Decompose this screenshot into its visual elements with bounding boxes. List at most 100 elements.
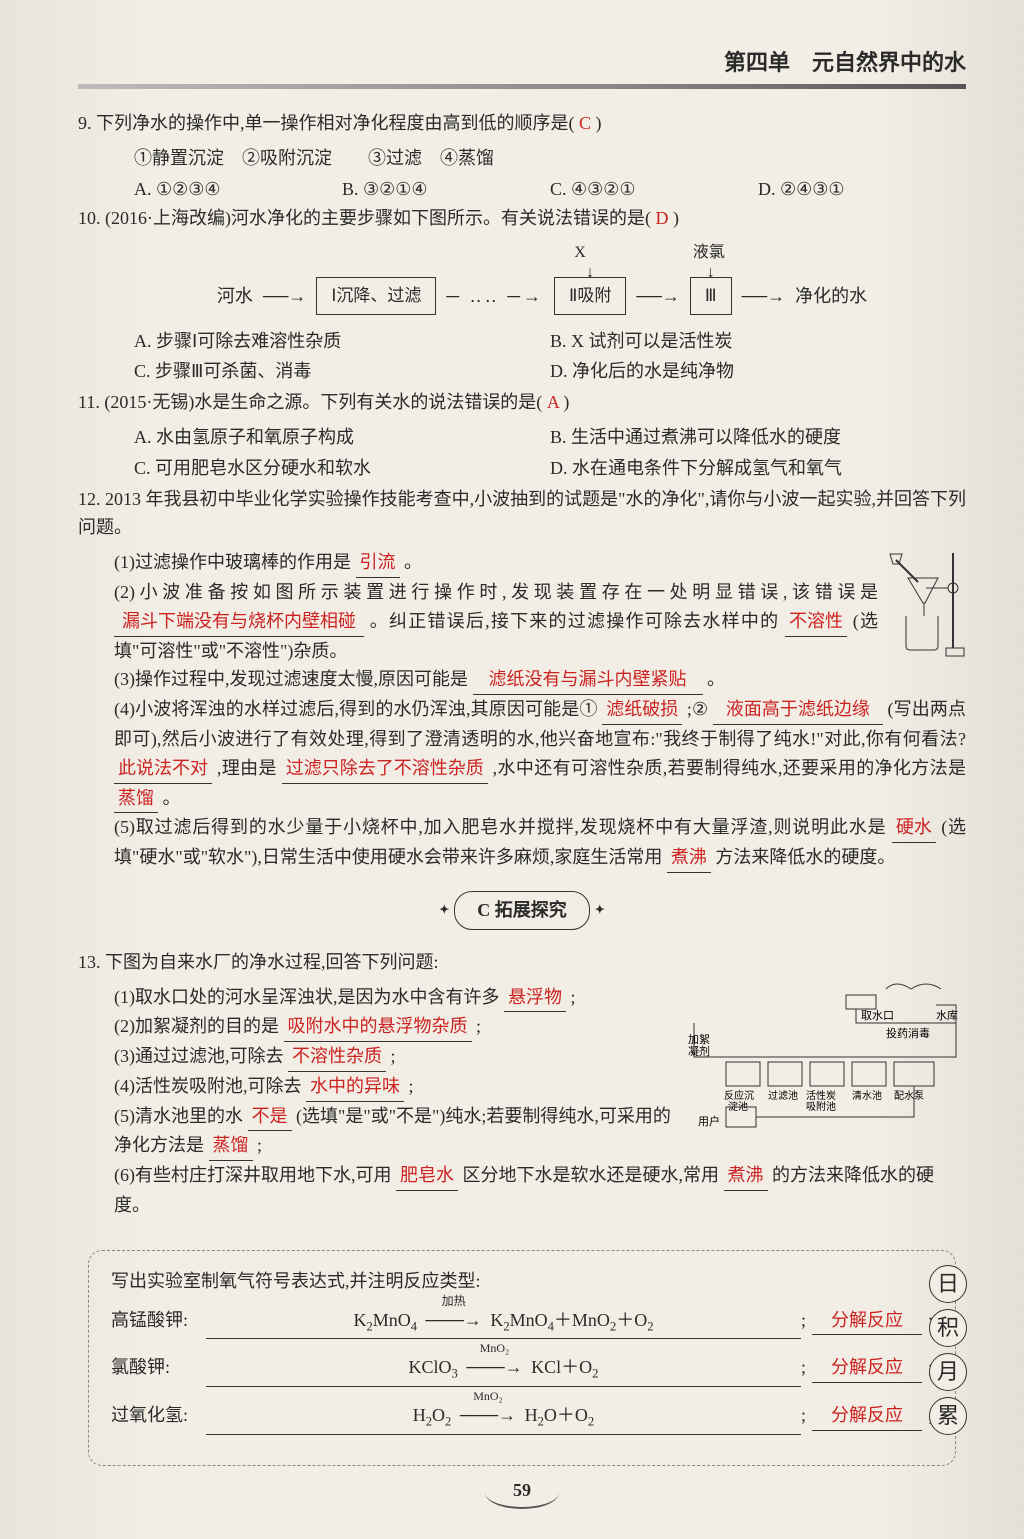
text: (6)有些村庄打深井取用地下水,可用 — [114, 1165, 392, 1185]
text: (3)通过过滤池,可除去 — [114, 1046, 284, 1066]
footer-summary-box: 日 积 月 累 写出实验室制氧气符号表达式,并注明反应类型: 高锰酸钾: K2M… — [88, 1250, 956, 1466]
flow-box-2: X ↓ Ⅱ吸附 — [554, 277, 626, 314]
equation-2: KClO3 MnO₂───→ KCl＋O2 — [206, 1353, 801, 1387]
q10-opt-d: D. 净化后的水是纯净物 — [550, 357, 966, 386]
q12-blank-2a: 漏斗下端没有与烧杯内壁相碰 — [114, 607, 364, 637]
q9-tail: ) — [596, 113, 602, 133]
equation-1: K2MnO4 加热───→ K2MnO4＋MnO2＋O2 — [206, 1306, 801, 1340]
section-label: C 拓展探究 — [454, 891, 590, 930]
down-arrow-icon: ↓ — [707, 260, 715, 286]
q11-stem: 11. (2015·无锡)水是生命之源。下列有关水的说法错误的是( — [78, 392, 542, 412]
q11-opt-d: D. 水在通电条件下分解成氢气和氧气 — [550, 454, 966, 483]
semi: ; — [801, 1353, 806, 1382]
text: (3)操作过程中,发现过滤速度太慢,原因可能是 — [114, 669, 468, 689]
q12-blank-1: 引流 — [356, 548, 400, 578]
q11-opt-b: B. 生活中通过煮沸可以降低水的硬度 — [550, 423, 966, 452]
reaction-type: 分解反应 — [812, 1353, 922, 1383]
page-number: 59 — [78, 1476, 966, 1509]
flow-box-3-text: Ⅲ — [705, 286, 717, 305]
footer-row-2: 氯酸钾: KClO3 MnO₂───→ KCl＋O2 ; 分解反应 ; — [111, 1353, 933, 1387]
q12-p3: (3)操作过程中,发现过滤速度太慢,原因可能是 滤纸没有与漏斗内壁紧贴 。 — [114, 665, 966, 695]
condition: 加热 — [422, 1292, 486, 1311]
q13-blank-4: 水中的异味 — [306, 1072, 404, 1102]
q12-blank-5a: 硬水 — [892, 813, 936, 843]
flow-out: 净化的水 — [795, 282, 867, 311]
question-10: 10. (2016·上海改编)河水净化的主要步骤如下图所示。有关说法错误的是( … — [78, 204, 966, 233]
q11-opt-a: A. 水由氢原子和氧原子构成 — [134, 423, 550, 452]
condition: MnO₂ — [462, 1339, 526, 1358]
q9-opt-c: C. ④③②① — [550, 175, 758, 204]
svg-text:水库: 水库 — [936, 1009, 958, 1022]
text: 区分地下水是软水还是硬水,常用 — [463, 1165, 720, 1185]
q11-options: A. 水由氢原子和氧原子构成 B. 生活中通过煮沸可以降低水的硬度 C. 可用肥… — [78, 423, 966, 485]
q13-blank-3: 不溶性杂质 — [288, 1042, 386, 1072]
section-c-badge: C 拓展探究 — [78, 891, 966, 930]
condition: MnO₂ — [456, 1387, 520, 1406]
semi: ; — [801, 1401, 806, 1430]
flow-box-1: Ⅰ沉降、过滤 — [316, 277, 436, 314]
question-9: 9. 下列净水的操作中,单一操作相对净化程度由高到低的顺序是( C ) — [78, 109, 966, 138]
q12-body: (1)过滤操作中玻璃棒的作用是 引流 。 (2)小波准备按如图所示装置进行操作时… — [78, 548, 966, 873]
question-13: 13. 下图为自来水厂的净水过程,回答下列问题: — [78, 948, 966, 977]
svg-text:用户: 用户 — [698, 1114, 720, 1128]
q11-opt-c: C. 可用肥皂水区分硬水和软水 — [134, 454, 550, 483]
reagent-label: 氯酸钾: — [111, 1353, 206, 1382]
text: 。纠正错误后,接下来的过滤操作可除去水样中的 — [370, 611, 780, 631]
motto-char: 日 — [929, 1265, 967, 1303]
text: (5)清水池里的水 — [114, 1106, 243, 1126]
q10-options: A. 步骤Ⅰ可除去难溶性杂质 B. X 试剂可以是活性炭 C. 步骤Ⅲ可杀菌、消… — [78, 327, 966, 389]
q12-blank-4c: 此说法不对 — [114, 754, 212, 784]
q9-options: A. ①②③④ B. ③②①④ C. ④③②① D. ②④③① — [78, 175, 966, 204]
text: (4)活性炭吸附池,可除去 — [114, 1076, 302, 1096]
q11-tail: ) — [563, 392, 569, 412]
q13-p6: (6)有些村庄打深井取用地下水,可用 肥皂水 区分地下水是软水还是硬水,常用 煮… — [114, 1161, 966, 1220]
text: (5)取过滤后得到的水少量于小烧杯中,加入肥皂水并搅拌,发现烧杯中有大量浮渣,则… — [114, 817, 887, 837]
arrow-icon: ──→ — [636, 282, 680, 311]
text: (1)过滤操作中玻璃棒的作用是 — [114, 552, 351, 572]
q9-opt-a: A. ①②③④ — [134, 175, 342, 204]
q10-answer: D — [655, 208, 668, 228]
q12-blank-3: 滤纸没有与漏斗内壁紧贴 — [473, 665, 703, 695]
text: (1)取水口处的河水呈浑浊状,是因为水中含有许多 — [114, 987, 500, 1007]
q13-blank-6b: 煮沸 — [724, 1161, 768, 1191]
svg-text:过滤池: 过滤池 — [768, 1089, 798, 1102]
unit-header: 第四单 元自然界中的水 — [78, 45, 966, 80]
semi: ; — [801, 1306, 806, 1335]
q12-blank-4b: 液面高于滤纸边缘 — [713, 695, 883, 725]
side-motto: 日 积 月 累 — [929, 1265, 967, 1435]
q12-p2: (2)小波准备按如图所示装置进行操作时,发现装置存在一处明显错误,该错误是 漏斗… — [114, 578, 966, 665]
svg-text:加絮: 加絮 — [688, 1032, 710, 1046]
water-plant-diagram-icon: 取水口 水库 投药消毒 加絮凝剂 反应沉淀池 过滤池 活性炭吸附池 清水池 配水… — [686, 977, 966, 1137]
arrow-dots-icon: ─ ‥‥ ─→ — [446, 282, 544, 311]
question-11: 11. (2015·无锡)水是生命之源。下列有关水的说法错误的是( A ) — [78, 388, 966, 417]
text: 方法来降低水的硬度。 — [715, 847, 895, 867]
text: ; — [476, 1016, 481, 1036]
flow-box-3: 液氯 ↓ Ⅲ — [690, 277, 732, 314]
q9-answer: C — [579, 113, 591, 133]
text: ;② — [687, 699, 708, 719]
svg-text:活性炭: 活性炭 — [806, 1089, 836, 1102]
q13-body: 取水口 水库 投药消毒 加絮凝剂 反应沉淀池 过滤池 活性炭吸附池 清水池 配水… — [78, 983, 966, 1220]
footer-row-3: 过氧化氢: H2O2 MnO₂───→ H2O＋O2 ; 分解反应 ; — [111, 1401, 933, 1435]
flow-in: 河水 — [217, 282, 253, 311]
q12-p5: (5)取过滤后得到的水少量于小烧杯中,加入肥皂水并搅拌,发现烧杯中有大量浮渣,则… — [114, 813, 966, 873]
q10-opt-b: B. X 试剂可以是活性炭 — [550, 327, 966, 356]
text: ,理由是 — [217, 758, 277, 778]
question-12: 12. 2013 年我县初中毕业化学实验操作技能考查中,小波抽到的试题是"水的净… — [78, 485, 966, 543]
q12-p1: (1)过滤操作中玻璃棒的作用是 引流 。 — [114, 548, 966, 578]
q11-answer: A — [547, 392, 559, 412]
svg-text:清水池: 清水池 — [852, 1089, 882, 1102]
flow-x-label: X — [550, 240, 610, 266]
q10-opt-c: C. 步骤Ⅲ可杀菌、消毒 — [134, 357, 550, 386]
reagent-label: 高锰酸钾: — [111, 1306, 206, 1335]
q10-tail: ) — [673, 208, 679, 228]
q13-blank-5a: 不是 — [248, 1102, 292, 1132]
motto-char: 积 — [929, 1309, 967, 1347]
text: ; — [409, 1076, 414, 1096]
reagent-label: 过氧化氢: — [111, 1401, 206, 1430]
q13-blank-2: 吸附水中的悬浮物杂质 — [284, 1012, 472, 1042]
text: ; — [257, 1135, 262, 1155]
svg-text:投药消毒: 投药消毒 — [886, 1026, 930, 1040]
svg-text:吸附池: 吸附池 — [806, 1100, 836, 1113]
filtration-apparatus-icon — [888, 548, 966, 663]
